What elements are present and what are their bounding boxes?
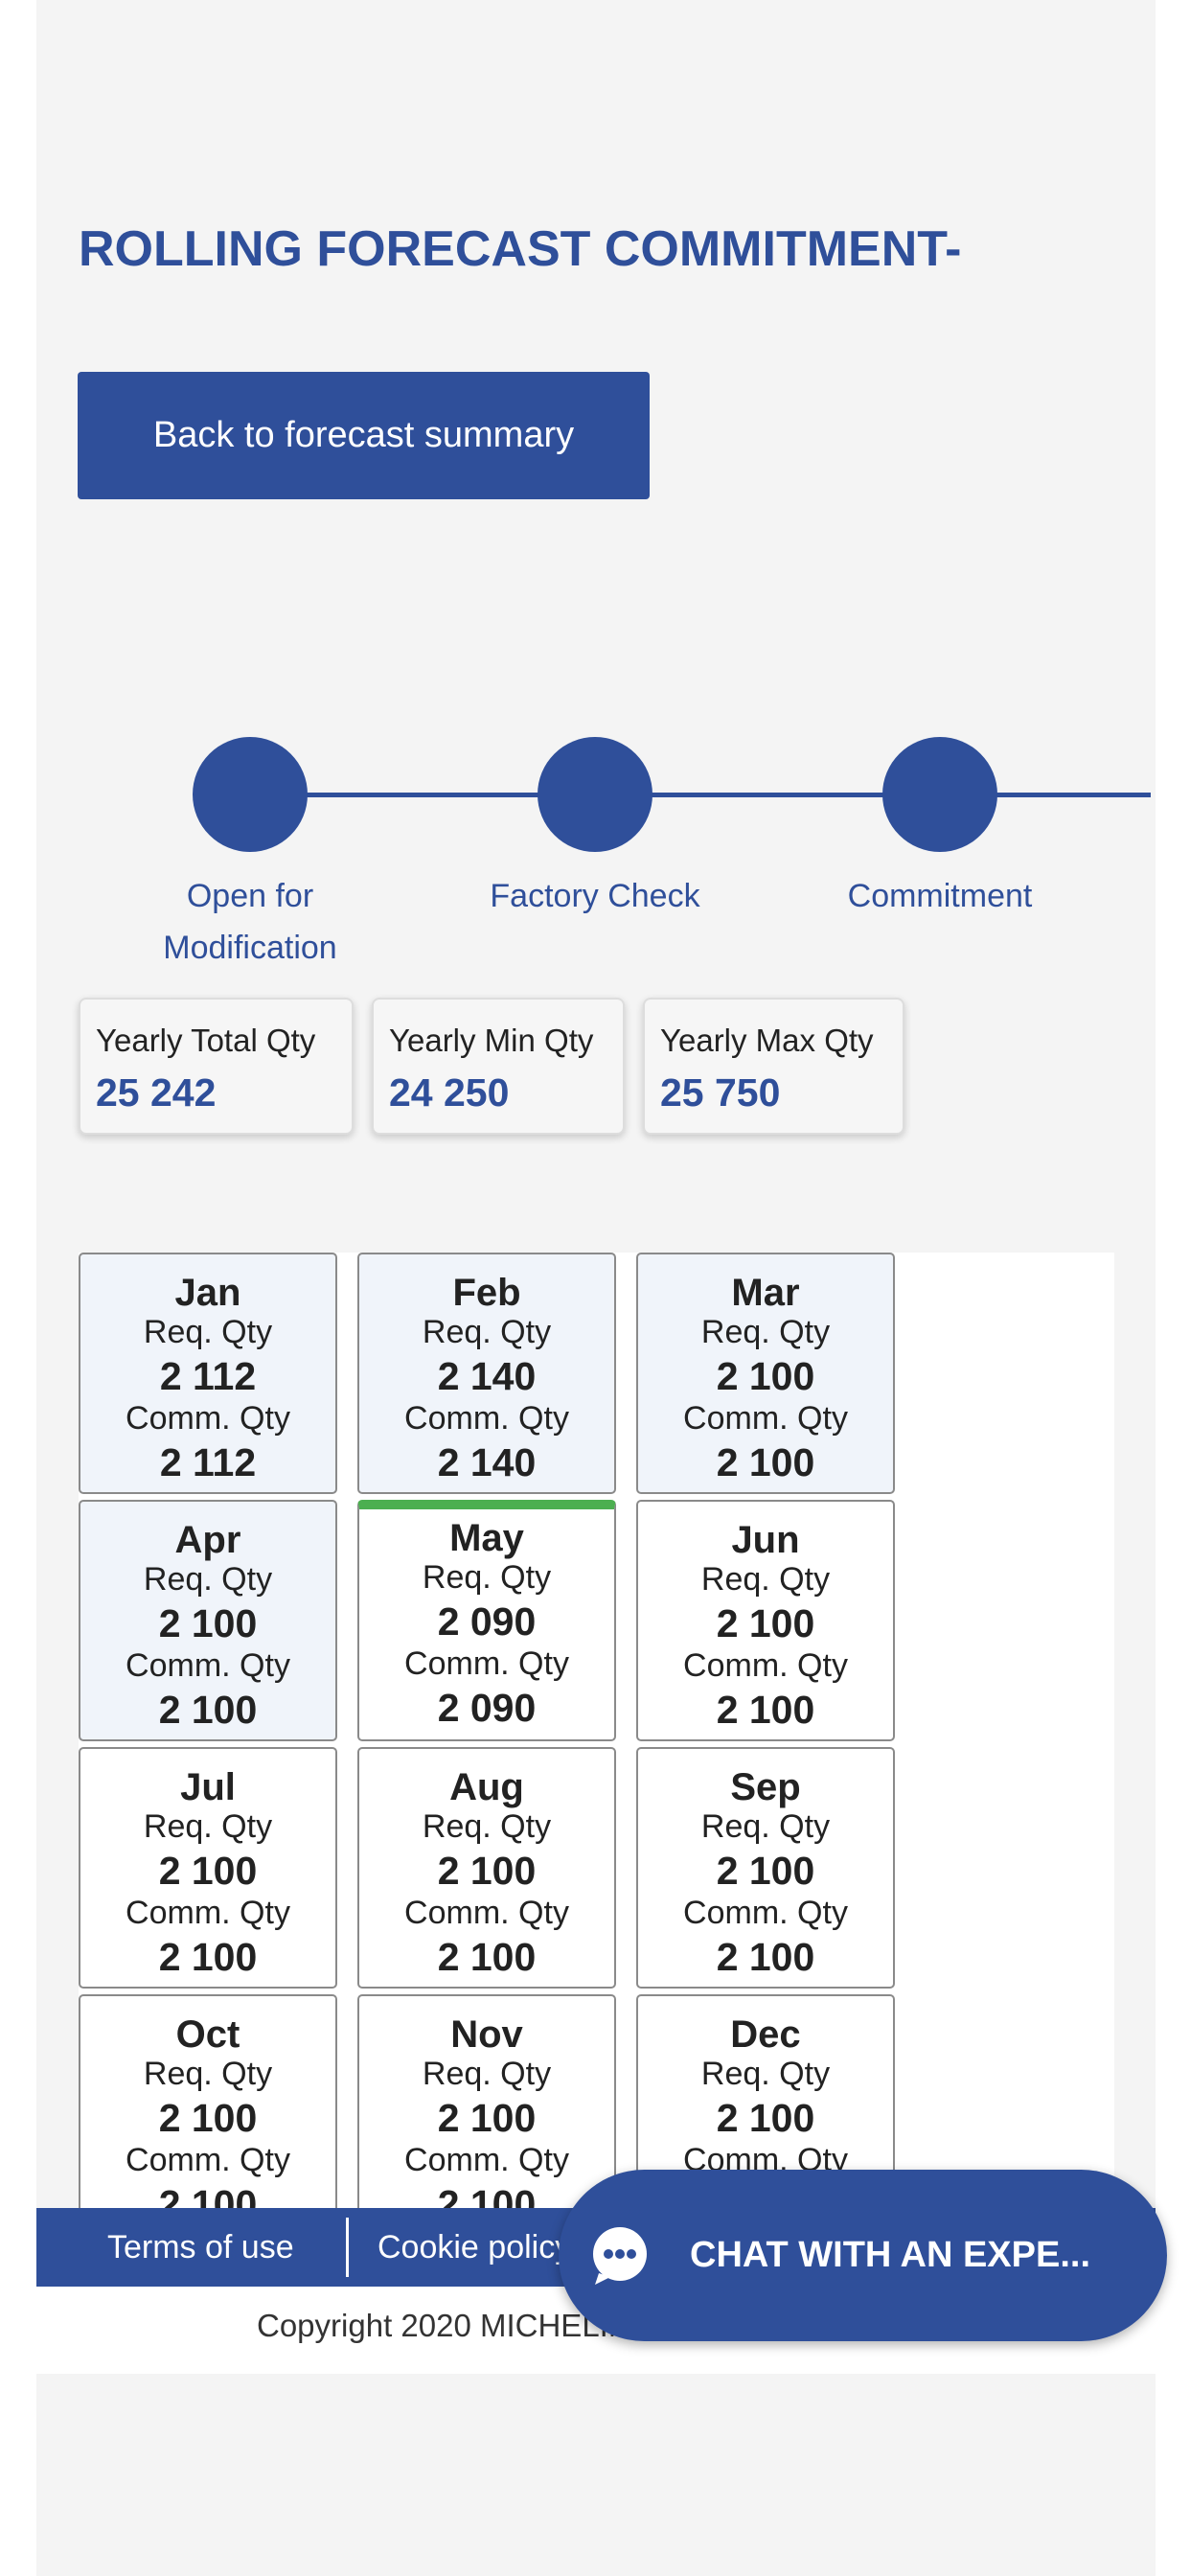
month-cell: Jun Req. Qty 2 100 Comm. Qty 2 100 [636,1500,895,1741]
comm-label: Comm. Qty [404,2142,569,2178]
month-name: Oct [175,2013,240,2056]
summary-value: 25 242 [96,1070,217,1115]
month-name: Jun [731,1519,800,1561]
comm-label: Comm. Qty [683,1400,848,1437]
req-value: 2 100 [716,1849,815,1893]
req-label: Req. Qty [422,1314,552,1350]
page: ROLLING FORECAST COMMITMENT- Back to for… [36,0,1156,2576]
summary-label: Yearly Min Qty [389,1023,594,1058]
comm-value: 2 112 [159,1440,257,1484]
comm-label: Comm. Qty [404,1895,569,1931]
req-value: 2 100 [158,1849,258,1893]
month-cell: Mar Req. Qty 2 100 Comm. Qty 2 100 [636,1253,895,1494]
month-cell: Jul Req. Qty 2 100 Comm. Qty 2 100 [79,1747,337,1989]
month-cell: Sep Req. Qty 2 100 Comm. Qty 2 100 [636,1747,895,1989]
chat-label[interactable]: CHAT WITH AN EXPE... [690,2235,1090,2275]
separator [346,2218,349,2277]
footer-link[interactable]: Cookie policy [378,2229,572,2266]
comm-label: Comm. Qty [126,1895,290,1931]
comm-value: 2 100 [437,2182,537,2208]
comm-value: 2 140 [437,1440,537,1484]
month-grid: Jan Req. Qty 2 112 Comm. Qty 2 112 Feb Req. Qt… [79,1253,1114,2208]
comm-label: Comm. Qty [126,1400,290,1437]
comm-value: 2 100 [437,1935,537,1979]
month-cell: Aug Req. Qty 2 100 Comm. Qty 2 100 [357,1747,616,1989]
month-name: Jan [174,1272,241,1314]
summary-card: Yearly Total Qty 25 242 [79,998,354,1135]
req-value: 2 140 [437,1354,537,1398]
req-label: Req. Qty [700,2056,831,2092]
req-value: 2 100 [716,1354,815,1398]
month-name: Mar [731,1272,800,1314]
req-label: Req. Qty [700,1808,831,1845]
req-label: Req. Qty [143,2056,273,2092]
month-name: Dec [730,2013,801,2056]
req-value: 2 090 [437,1599,537,1644]
step-label: Open for Modification [163,878,337,966]
step-line [250,793,1151,797]
req-label: Req. Qty [143,1808,273,1845]
req-label: Req. Qty [422,2056,552,2092]
req-label: Req. Qty [422,1559,552,1596]
req-label: Req. Qty [700,1561,831,1598]
footer-link[interactable]: Terms of use [107,2229,294,2266]
req-value: 2 112 [159,1354,257,1398]
comm-value: 2 100 [158,2182,258,2208]
month-cell: Jan Req. Qty 2 112 Comm. Qty 2 112 [79,1253,337,1494]
month-cell: Apr Req. Qty 2 100 Comm. Qty 2 100 [79,1500,337,1741]
chat-button[interactable]: CHAT WITH AN EXPE... [559,2170,1167,2341]
month-cell: Oct Req. Qty 2 100 Comm. Qty 2 100 [79,1994,337,2208]
month-name: Apr [174,1519,241,1561]
comm-value: 2 090 [437,1686,537,1730]
comm-label: Comm. Qty [126,1647,290,1684]
month-name: Feb [452,1272,521,1314]
req-label: Req. Qty [422,1808,552,1845]
comm-value: 2 100 [716,1440,815,1484]
req-value: 2 100 [158,2096,258,2140]
comm-label: Comm. Qty [404,1645,569,1682]
step-circle [193,737,308,852]
month-cell: Feb Req. Qty 2 140 Comm. Qty 2 140 [357,1253,616,1494]
month-name: Jul [180,1766,236,1808]
req-value: 2 100 [716,1601,815,1645]
comm-value: 2 100 [158,1935,258,1979]
summary-card: Yearly Max Qty 25 750 [643,998,904,1135]
summary-label: Yearly Max Qty [660,1023,874,1058]
month-name: Nov [450,2013,523,2056]
back-button[interactable]: Back to forecast summary [78,372,650,499]
comm-value: 2 100 [716,1688,815,1732]
month-cell: Nov Req. Qty 2 100 Comm. Qty 2 100 [357,1994,616,2208]
step-circle [538,737,652,852]
comm-label: Comm. Qty [126,2142,290,2178]
comm-label: Comm. Qty [404,1400,569,1437]
req-label: Req. Qty [143,1314,273,1350]
title: ROLLING FORECAST COMMITMENT- [79,221,962,277]
req-label: Req. Qty [143,1561,273,1598]
month-name: Aug [449,1766,524,1808]
copyright: Copyright 2020 MICHELIN [257,2308,631,2343]
comm-label: Comm. Qty [683,1895,848,1931]
req-label: Req. Qty [700,1314,831,1350]
summary-label: Yearly Total Qty [96,1023,316,1058]
month-cell: May Req. Qty 2 090 Comm. Qty 2 090 [357,1500,616,1741]
summary-value: 24 250 [389,1070,510,1115]
comm-value: 2 100 [716,1935,815,1979]
step-label: Commitment [847,878,1033,914]
req-value: 2 100 [716,2096,815,2140]
req-value: 2 100 [437,2096,537,2140]
req-value: 2 100 [158,1601,258,1645]
month-name: Sep [730,1766,801,1808]
comm-value: 2 100 [158,1688,258,1732]
summary-value: 25 750 [660,1070,781,1115]
step-label: Factory Check [490,878,700,914]
comm-label: Comm. Qty [683,1647,848,1684]
req-value: 2 100 [437,1849,537,1893]
month-name: May [449,1517,524,1559]
chat-icon [593,2227,647,2285]
summary-card: Yearly Min Qty 24 250 [372,998,625,1135]
step-circle [882,737,997,852]
